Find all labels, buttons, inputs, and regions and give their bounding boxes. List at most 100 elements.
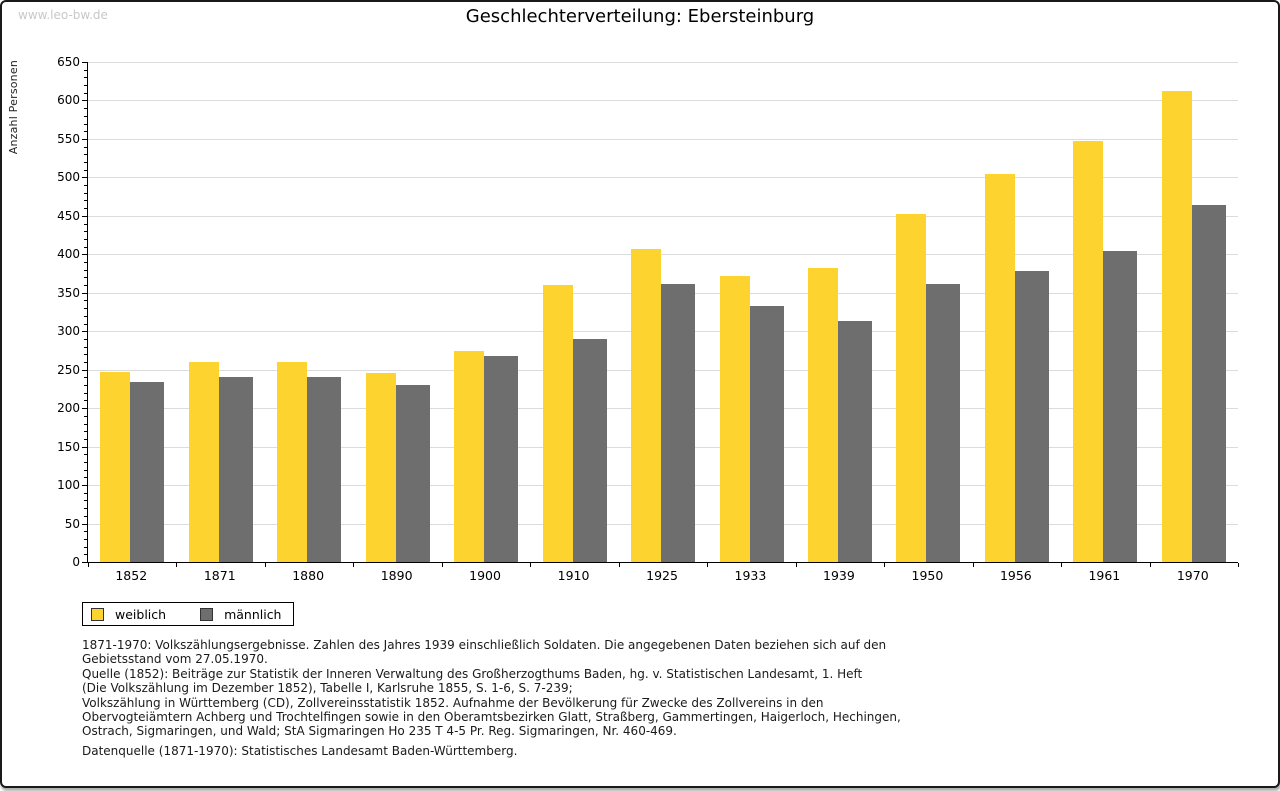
- y-minor-tick-130: [84, 462, 88, 463]
- y-tick-350: [82, 292, 88, 294]
- y-minor-tick-110: [84, 477, 88, 479]
- bar-männlich-1910: [572, 338, 607, 562]
- bar-männlich-1880: [307, 377, 342, 562]
- y-tick-label-600: 600: [57, 93, 80, 108]
- bar-weiblich-1950: [896, 214, 927, 562]
- y-minor-tick-80: [84, 500, 88, 502]
- bar-weiblich-1933: [719, 275, 750, 562]
- watermark-url: www.leo-bw.de: [18, 8, 108, 22]
- y-tick-500: [82, 177, 88, 179]
- x-tick-label-1939: 1939: [823, 568, 855, 583]
- x-tick-label-1871: 1871: [203, 568, 236, 583]
- x-tick-10: [973, 563, 974, 567]
- bar-männlich-1956: [1014, 271, 1049, 562]
- y-minor-tick-280: [84, 346, 88, 348]
- gridline-550: [88, 138, 1238, 140]
- x-tick-4: [442, 563, 443, 567]
- y-minor-tick-440: [84, 223, 88, 225]
- x-tick-label-1890: 1890: [380, 568, 413, 583]
- y-minor-tick-640: [84, 69, 88, 71]
- y-tick-label-400: 400: [57, 247, 80, 262]
- y-minor-tick-560: [84, 131, 88, 133]
- y-tick-600: [82, 100, 88, 102]
- footnote-line-6: Obervogteiämtern Achberg und Trochtelfin…: [82, 710, 901, 725]
- y-tick-650: [82, 62, 88, 63]
- y-tick-label-0: 0: [72, 555, 80, 569]
- y-minor-tick-240: [84, 377, 88, 379]
- x-tick-3: [353, 563, 354, 567]
- x-tick-label-1925: 1925: [646, 568, 678, 583]
- y-tick-label-300: 300: [57, 324, 80, 339]
- x-tick-13: [1238, 563, 1239, 567]
- y-minor-tick-540: [84, 146, 88, 148]
- footnote-line-7: Ostrach, Sigmaringen, und Wald; StA Sigm…: [82, 724, 677, 739]
- x-tick-label-1852: 1852: [115, 568, 148, 583]
- y-minor-tick-360: [84, 285, 88, 287]
- x-tick-9: [884, 563, 885, 567]
- bar-männlich-1970: [1191, 205, 1226, 562]
- bar-männlich-1852: [130, 382, 165, 562]
- legend: weiblich männlich: [82, 602, 295, 626]
- bar-weiblich-1852: [100, 372, 131, 562]
- bar-männlich-1890: [395, 385, 430, 562]
- y-minor-tick-30: [84, 538, 88, 540]
- bar-männlich-1900: [484, 355, 519, 562]
- footnote-line-1: 1871-1970: Volkszählungsergebnisse. Zahl…: [82, 638, 887, 652]
- bar-weiblich-1970: [1161, 90, 1192, 562]
- y-tick-label-150: 150: [57, 439, 80, 454]
- x-tick-label-1933: 1933: [734, 568, 767, 583]
- x-tick-0: [88, 563, 89, 567]
- y-minor-tick-210: [84, 400, 88, 402]
- y-minor-tick-90: [84, 492, 88, 494]
- chart-area: 0 50 100 150 200 250 300 350 400 450 500 550 600 650: [57, 55, 1239, 569]
- y-minor-tick-580: [84, 115, 88, 117]
- y-minor-tick-590: [84, 108, 88, 110]
- data-source-line: Datenquelle (1871-1970): Statistisches L…: [82, 744, 518, 758]
- legend-item-maennlich: männlich: [200, 607, 281, 622]
- x-tick-label-1961: 1961: [1088, 568, 1121, 583]
- y-minor-tick-620: [84, 85, 88, 87]
- legend-label-maennlich: männlich: [224, 606, 282, 622]
- y-tick-label-250: 250: [57, 362, 80, 377]
- y-minor-tick-630: [84, 77, 88, 79]
- bar-weiblich-1890: [365, 372, 396, 562]
- y-minor-tick-60: [84, 515, 88, 517]
- y-tick-label-550: 550: [57, 131, 80, 146]
- bar-weiblich-1871: [188, 362, 219, 562]
- y-minor-tick-270: [84, 354, 88, 356]
- y-minor-tick-160: [84, 438, 88, 440]
- bar-männlich-1933: [749, 305, 784, 562]
- x-tick-5: [530, 563, 531, 567]
- y-minor-tick-220: [84, 392, 88, 394]
- y-axis-label: Anzahl Personen: [7, 60, 20, 155]
- y-minor-tick-370: [84, 277, 88, 279]
- y-minor-tick-470: [84, 200, 88, 202]
- x-tick-2: [265, 563, 266, 567]
- y-minor-tick-260: [84, 362, 88, 363]
- legend-item-weiblich: weiblich: [91, 607, 166, 622]
- gridline-500: [88, 177, 1238, 179]
- y-tick-100: [82, 485, 88, 487]
- plot-area: 0 50 100 150 200 250 300 350 400 450 500 550 600 650: [57, 55, 1239, 569]
- y-minor-tick-180: [84, 423, 88, 425]
- bar-weiblich-1925: [631, 248, 661, 562]
- footnote-line-2: Gebietsstand vom 27.05.1970.: [82, 652, 268, 667]
- x-tick-label-1880: 1880: [292, 568, 325, 583]
- x-tick-11: [1061, 563, 1062, 567]
- y-tick-label-350: 350: [57, 285, 80, 300]
- y-tick-50: [82, 523, 88, 525]
- weiblich-swatch: [91, 607, 104, 621]
- bar-männlich-1939: [837, 321, 872, 562]
- y-tick-400: [82, 254, 88, 256]
- x-tick-7: [707, 563, 708, 567]
- y-tick-label-100: 100: [57, 478, 80, 493]
- maennlich-swatch: [200, 607, 214, 621]
- bar-männlich-1925: [661, 283, 695, 562]
- footnote-line-4: (Die Volkszählung im Dezember 1852), Tab…: [82, 681, 573, 696]
- y-minor-tick-420: [84, 238, 88, 240]
- bar-männlich-1871: [218, 377, 253, 562]
- y-tick-0: [82, 562, 88, 563]
- footnote-line-5: Volkszählung in Württemberg (CD), Zollve…: [82, 695, 824, 710]
- x-tick-label-1956: 1956: [999, 568, 1032, 583]
- bar-weiblich-1956: [984, 173, 1015, 562]
